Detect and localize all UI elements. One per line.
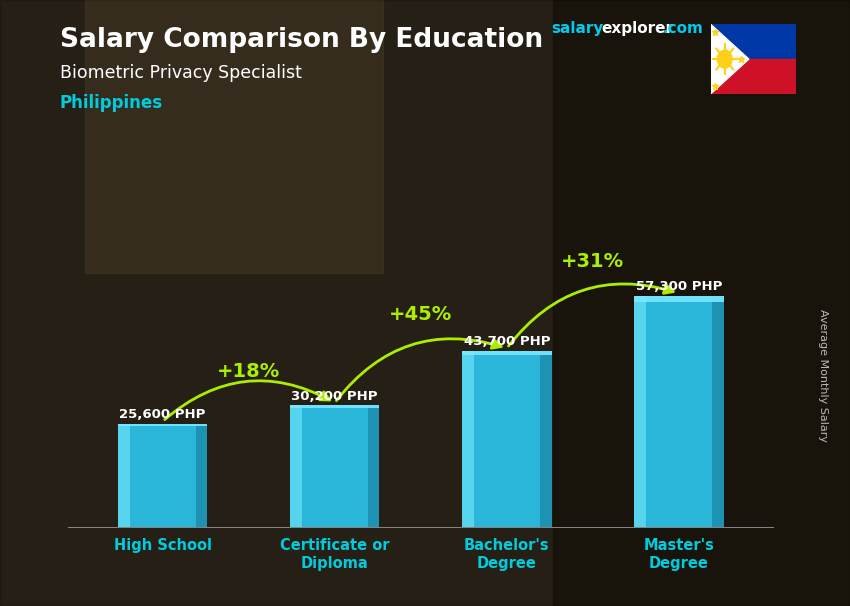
Bar — [290, 405, 379, 527]
Text: 30,200 PHP: 30,200 PHP — [292, 390, 378, 403]
Bar — [118, 424, 207, 427]
Text: +18%: +18% — [217, 362, 280, 381]
Text: Average Monthly Salary: Average Monthly Salary — [818, 309, 828, 442]
Bar — [634, 296, 723, 302]
Bar — [634, 296, 723, 527]
Text: 57,300 PHP: 57,300 PHP — [636, 281, 722, 293]
Text: explorer: explorer — [602, 21, 674, 36]
Text: .com: .com — [663, 21, 704, 36]
Bar — [196, 424, 207, 527]
Bar — [462, 351, 552, 527]
Bar — [711, 24, 796, 59]
Bar — [85, 0, 382, 273]
Text: 43,700 PHP: 43,700 PHP — [463, 335, 550, 348]
Text: 25,600 PHP: 25,600 PHP — [120, 408, 206, 421]
Text: Salary Comparison By Education: Salary Comparison By Education — [60, 27, 542, 53]
Text: Philippines: Philippines — [60, 94, 162, 112]
Bar — [368, 405, 379, 527]
Bar — [290, 405, 302, 527]
Text: Biometric Privacy Specialist: Biometric Privacy Specialist — [60, 64, 302, 82]
Bar — [540, 351, 552, 527]
Bar — [712, 296, 723, 527]
Polygon shape — [711, 24, 749, 94]
Bar — [634, 296, 646, 527]
Circle shape — [717, 50, 732, 68]
Bar — [711, 59, 796, 94]
Bar — [290, 405, 379, 408]
Bar — [462, 351, 473, 527]
Text: +45%: +45% — [389, 305, 452, 324]
Bar — [118, 424, 207, 527]
Text: salary: salary — [551, 21, 604, 36]
Bar — [552, 0, 850, 606]
Bar — [118, 424, 129, 527]
Bar — [462, 351, 552, 355]
Text: +31%: +31% — [561, 253, 625, 271]
